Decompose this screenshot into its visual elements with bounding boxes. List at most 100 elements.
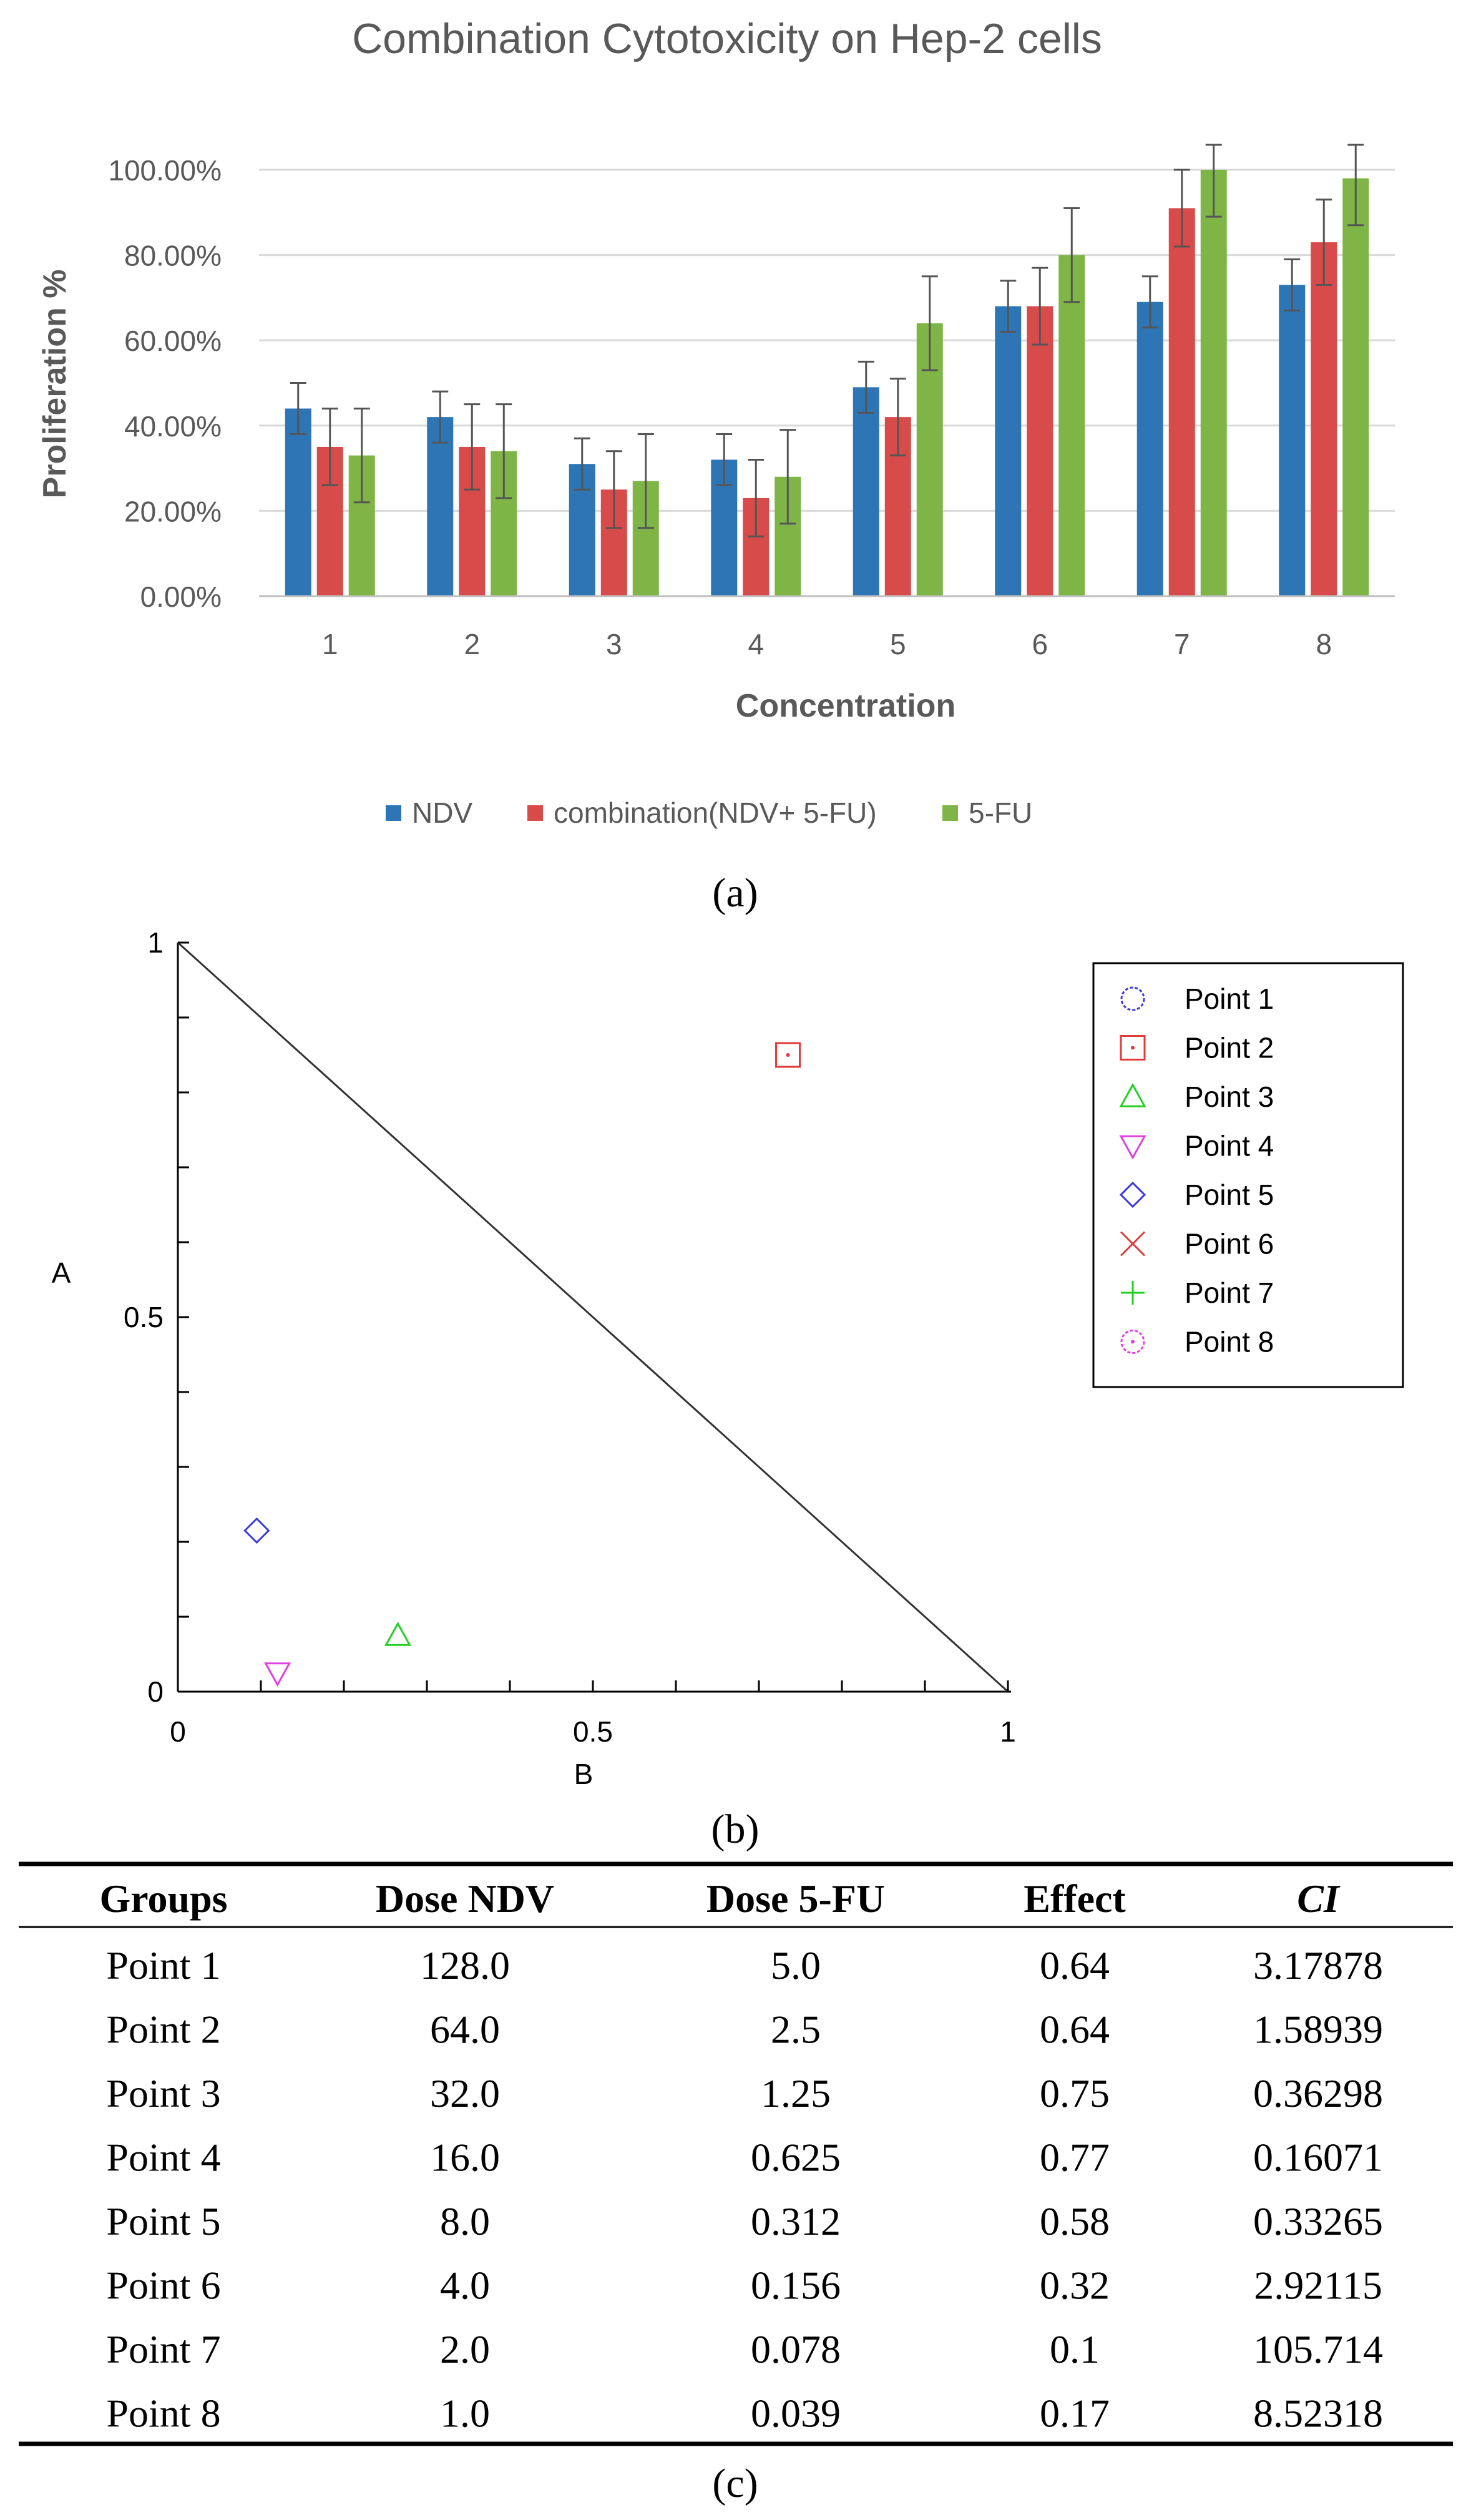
panel-label-b: (b) — [711, 1807, 760, 1852]
table-cell: 1.25 — [761, 2071, 831, 2116]
table-cell: Point 2 — [106, 2008, 220, 2052]
y-tick-label: 0.5 — [124, 1301, 164, 1333]
table-cell: 105.714 — [1253, 2327, 1383, 2371]
bar-chart-y-tick-label: 100.00% — [108, 154, 222, 187]
table-cell: 2.92115 — [1254, 2263, 1382, 2308]
isobologram-additivity-line — [177, 941, 1009, 1693]
legend-label-point-7: Point 7 — [1185, 1277, 1274, 1309]
table-cell: 1.58939 — [1253, 2008, 1383, 2052]
legend-marker-point-2-dot — [1131, 1046, 1135, 1050]
legend-swatch-1 — [527, 805, 543, 821]
bar-chart-error-bars — [290, 144, 1364, 537]
bar-5-fu-7 — [1200, 170, 1227, 596]
bar-chart: Combination Cytotoxicity on Hep-2 cells … — [37, 15, 1395, 829]
table-cell: 32.0 — [430, 2071, 500, 2116]
legend-marker-point-3 — [1119, 1082, 1146, 1107]
marker-point-4 — [264, 1662, 291, 1687]
legend-label-2: 5-FU — [969, 797, 1032, 829]
bar-chart-x-tick-label: 3 — [606, 628, 622, 660]
bar-ndv-5 — [853, 387, 879, 596]
legend-marker-point-2-shape — [1120, 1035, 1146, 1061]
legend-marker-point-4-shape — [1119, 1135, 1146, 1160]
bar-chart-y-tick-label: 80.00% — [124, 240, 222, 272]
legend-marker-point-5 — [1119, 1181, 1146, 1209]
legend-marker-point-6-stroke — [1120, 1231, 1146, 1257]
y-tick-label: 1 — [147, 926, 164, 959]
table-cell: 5.0 — [771, 1943, 821, 1988]
legend-label-point-8: Point 8 — [1185, 1326, 1274, 1358]
legend-label-point-5: Point 5 — [1185, 1179, 1274, 1211]
legend-swatch-0 — [386, 805, 401, 821]
table-cell: 64.0 — [430, 2008, 500, 2052]
legend-label-1: combination(NDV+ 5-FU) — [554, 797, 877, 829]
marker-point-2-shape — [775, 1042, 801, 1068]
bar-chart-y-axis-label: Proliferation % — [37, 270, 73, 499]
legend-marker-point-8-shape — [1120, 1330, 1145, 1354]
bar-chart-y-tick-label: 20.00% — [124, 495, 222, 527]
bar-5-fu-8 — [1342, 178, 1369, 596]
table-row: Point 3 32.0 1.25 0.75 0.36298 — [106, 2071, 1383, 2116]
x-tick-label: 1 — [1000, 1715, 1016, 1748]
isobologram-y-axis-label: A — [52, 1257, 71, 1289]
table-cell: 0.36298 — [1253, 2071, 1383, 2116]
table-cell: 8.52318 — [1253, 2391, 1383, 2436]
table-cell: 4.0 — [440, 2263, 490, 2308]
table-cell: 2.0 — [440, 2327, 490, 2371]
table-cell: 0.64 — [1040, 2008, 1110, 2052]
bar-ndv-8 — [1279, 285, 1306, 596]
table-cell: 0.32 — [1040, 2263, 1110, 2308]
table-cell: 0.039 — [751, 2391, 841, 2436]
legend-label-0: NDV — [412, 797, 472, 829]
legend-marker-point-8 — [1120, 1330, 1145, 1354]
table-cell: 0.33265 — [1253, 2199, 1383, 2243]
table-row: Point 8 1.0 0.039 0.17 8.52318 — [106, 2391, 1383, 2436]
table-row: Point 2 64.0 2.5 0.64 1.58939 — [106, 2008, 1383, 2052]
legend-marker-point-4 — [1119, 1135, 1146, 1160]
bar-chart-y-tick-label: 60.00% — [124, 325, 222, 357]
table-cell: 0.312 — [751, 2199, 841, 2243]
table-cell: 0.58 — [1040, 2199, 1110, 2243]
isobologram-legend-box — [1092, 962, 1404, 1388]
bar-chart-y-tick-label: 40.00% — [124, 410, 222, 443]
table-cell: Point 5 — [106, 2199, 220, 2243]
legend-marker-point-8-dot — [1131, 1340, 1135, 1344]
bar-chart-x-tick-label: 5 — [890, 628, 906, 660]
panel-label-c: (c) — [712, 2461, 758, 2506]
panel-label-a: (a) — [712, 870, 758, 916]
marker-point-2-dot — [786, 1053, 790, 1057]
bar-chart-y-tick-label: 0.00% — [140, 581, 222, 613]
isobologram-y-ticks: 00.51 — [124, 926, 189, 1708]
combination-index-table: Groups Dose NDV Dose 5-FU Effect CI Point 1 1… — [19, 1861, 1453, 2446]
bar-ndv-2 — [427, 417, 454, 596]
bar-chart-x-tick-label: 2 — [464, 628, 480, 660]
table-header-cell: Effect — [1024, 1876, 1126, 1921]
table-row: Point 7 2.0 0.078 0.1 105.714 — [106, 2327, 1383, 2371]
table-cell: 16.0 — [430, 2135, 500, 2180]
y-tick-label: 0 — [147, 1675, 164, 1708]
table-cell: 0.17 — [1040, 2391, 1110, 2436]
bar-chart-bars — [285, 170, 1369, 597]
bar-combination-ndv-5-fu--6 — [1027, 306, 1053, 596]
table-cell: 0.1 — [1050, 2327, 1100, 2371]
table-cell: Point 7 — [106, 2327, 220, 2371]
table-cell: 0.625 — [751, 2135, 841, 2180]
legend-marker-point-1 — [1120, 986, 1145, 1011]
bar-chart-x-tick-label: 4 — [748, 628, 764, 660]
table-cell: 1.0 — [440, 2391, 490, 2436]
table-header-cell: Dose 5-FU — [706, 1876, 885, 1921]
isobologram-legend: Point 1 Point 2 Point 3 Point 4 Point 5 Point… — [1119, 983, 1274, 1358]
table-cell: 0.64 — [1040, 1943, 1110, 1988]
table-row: Point 6 4.0 0.156 0.32 2.92115 — [106, 2263, 1382, 2308]
marker-point-5 — [243, 1517, 270, 1544]
bar-chart-title: Combination Cytotoxicity on Hep-2 cells — [352, 15, 1102, 62]
marker-point-2 — [775, 1042, 801, 1068]
legend-marker-point-7 — [1121, 1281, 1145, 1305]
legend-label-point-6: Point 6 — [1185, 1228, 1274, 1260]
table-cell: 3.17878 — [1253, 1943, 1383, 1988]
legend-label-point-1: Point 1 — [1185, 983, 1274, 1015]
table-cell: Point 1 — [106, 1943, 220, 1988]
table-cell: 0.77 — [1040, 2135, 1110, 2180]
bar-chart-y-ticks: 0.00% 20.00% 40.00% 60.00% 80.00% 100.00% — [108, 154, 222, 613]
legend-marker-point-5-shape — [1119, 1181, 1146, 1209]
bar-chart-x-tick-label: 7 — [1174, 628, 1190, 660]
